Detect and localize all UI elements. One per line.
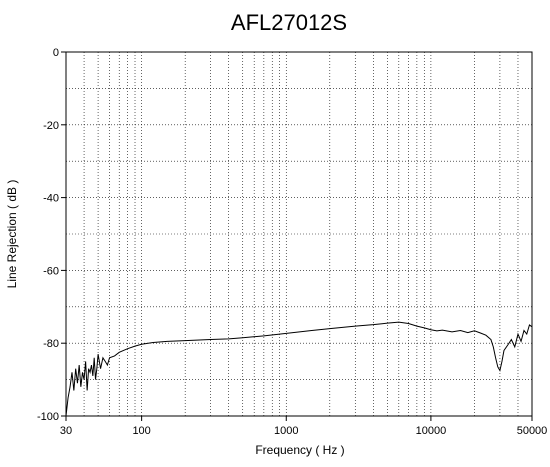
x-tick-label: 50000 — [517, 425, 548, 437]
y-tick-label: -100 — [37, 411, 59, 423]
chart-title: AFL27012S — [231, 10, 347, 35]
x-tick-label: 100 — [132, 425, 150, 437]
x-tick-label: 30 — [60, 425, 72, 437]
grid — [66, 52, 532, 416]
series-line — [65, 321, 533, 417]
plot-frame — [65, 51, 533, 417]
y-tick-label: -40 — [43, 193, 59, 205]
y-tick-label: -20 — [43, 120, 59, 132]
y-axis-label: Line Rejection ( dB ) — [5, 180, 19, 289]
y-tick-label: -60 — [43, 265, 59, 277]
y-tick-label: 0 — [53, 47, 59, 59]
x-tick-label: 1000 — [274, 425, 298, 437]
x-tick-label: 10000 — [416, 425, 447, 437]
y-tick-label: -80 — [43, 338, 59, 350]
x-axis-label: Frequency ( Hz ) — [255, 443, 344, 457]
